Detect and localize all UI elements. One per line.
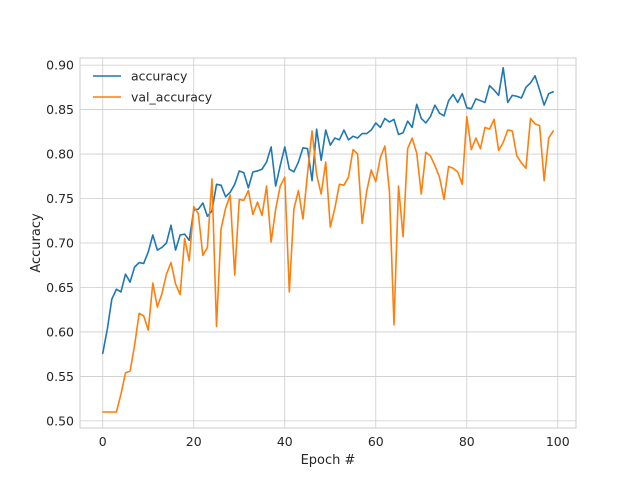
- series-layer: [101, 66, 555, 413]
- plot-frame: [79, 57, 577, 429]
- y-tick-label: 0.65: [46, 280, 74, 295]
- legend: accuracy val_accuracy: [93, 69, 213, 105]
- y-tick-label: 0.90: [46, 58, 74, 73]
- x-tick-label: 40: [277, 434, 293, 449]
- x-tick-label: 20: [186, 434, 202, 449]
- legend-label-val-accuracy: val_accuracy: [131, 90, 213, 105]
- y-tick-label: 0.80: [46, 147, 74, 162]
- series-line-accuracy: [101, 66, 555, 355]
- x-tick-label: 0: [99, 434, 107, 449]
- tick-labels: 0 20 40 60 80 100 0.50 0.55 0.60 0.65 0.70 0.75 0.80…: [46, 58, 570, 449]
- y-tick-label: 0.75: [46, 191, 74, 206]
- x-axis-label: Epoch #: [301, 453, 356, 468]
- y-tick-label: 0.50: [46, 413, 74, 428]
- grid: [80, 58, 576, 428]
- x-tick-label: 100: [546, 434, 570, 449]
- y-axis-label: Accuracy: [29, 213, 44, 273]
- series-line-val-accuracy: [101, 115, 555, 413]
- y-tick-label: 0.85: [46, 102, 74, 117]
- x-tick-label: 60: [368, 434, 384, 449]
- y-tick-label: 0.70: [46, 236, 74, 251]
- x-tick-label: 80: [459, 434, 475, 449]
- legend-label-accuracy: accuracy: [131, 69, 188, 84]
- y-tick-label: 0.55: [46, 369, 74, 384]
- y-tick-label: 0.60: [46, 324, 74, 339]
